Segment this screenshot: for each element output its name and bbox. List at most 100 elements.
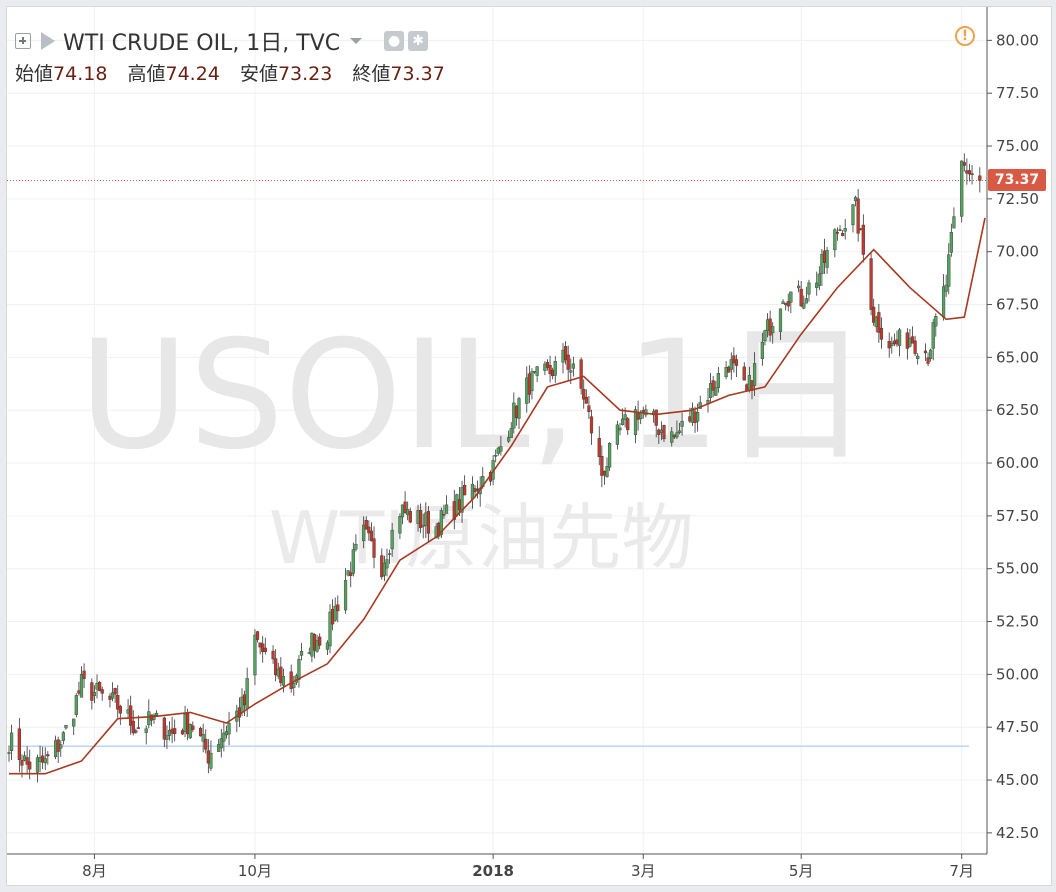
candle bbox=[219, 728, 223, 758]
candle bbox=[949, 223, 953, 257]
candle bbox=[926, 352, 930, 367]
candle bbox=[947, 243, 951, 295]
candle bbox=[734, 354, 739, 378]
candle bbox=[95, 674, 99, 699]
eye-icon[interactable]: ● bbox=[384, 31, 405, 51]
candle bbox=[838, 225, 842, 232]
y-tick-label: 42.50 bbox=[996, 824, 1039, 842]
add-icon[interactable] bbox=[15, 33, 31, 49]
candle bbox=[222, 722, 226, 752]
candle bbox=[38, 745, 42, 772]
candle bbox=[587, 396, 591, 419]
candle bbox=[804, 286, 808, 304]
candle bbox=[444, 495, 449, 514]
candle bbox=[271, 645, 275, 664]
candle bbox=[152, 713, 156, 724]
candle bbox=[874, 315, 878, 333]
candle bbox=[929, 348, 933, 362]
candle bbox=[403, 491, 407, 514]
candle bbox=[35, 754, 40, 783]
candle bbox=[61, 731, 65, 745]
y-tick-label: 45.00 bbox=[996, 771, 1039, 789]
y-tick-label: 77.50 bbox=[996, 84, 1039, 102]
candle bbox=[675, 420, 679, 439]
candle bbox=[315, 634, 319, 653]
candle bbox=[318, 633, 322, 650]
candle bbox=[299, 643, 304, 661]
candle bbox=[967, 163, 972, 182]
candle bbox=[825, 246, 829, 274]
candle bbox=[841, 230, 845, 237]
candle bbox=[463, 475, 467, 496]
candle bbox=[90, 678, 94, 710]
y-tick-label: 65.00 bbox=[996, 348, 1039, 366]
candle bbox=[198, 726, 203, 737]
candle bbox=[714, 380, 718, 396]
open-label: 始値 bbox=[15, 63, 54, 85]
candle bbox=[589, 409, 594, 445]
candle bbox=[129, 695, 133, 735]
candle bbox=[895, 330, 899, 347]
candle bbox=[618, 422, 622, 436]
candle bbox=[872, 298, 876, 326]
candle bbox=[579, 357, 583, 395]
candle bbox=[77, 681, 81, 696]
candle bbox=[116, 685, 120, 718]
y-tick-label: 72.50 bbox=[996, 190, 1039, 208]
grid bbox=[7, 7, 987, 854]
candle bbox=[261, 635, 265, 663]
candle bbox=[897, 327, 902, 357]
candle bbox=[217, 739, 221, 753]
candle bbox=[545, 359, 550, 371]
candle bbox=[941, 274, 946, 321]
candle bbox=[494, 449, 498, 463]
candle bbox=[460, 480, 464, 523]
gear-icon[interactable]: ✱ bbox=[408, 31, 429, 51]
y-tick-label: 60.00 bbox=[996, 454, 1039, 472]
candle bbox=[820, 248, 824, 286]
candle bbox=[292, 675, 296, 696]
candle bbox=[797, 280, 801, 293]
x-tick-label: 7月 bbox=[949, 862, 974, 880]
moving-average-line bbox=[9, 217, 986, 775]
candle bbox=[530, 368, 534, 400]
candle bbox=[165, 725, 169, 749]
candle bbox=[934, 313, 938, 337]
candle bbox=[711, 375, 715, 398]
warning-icon[interactable]: ! bbox=[955, 26, 975, 46]
candle bbox=[72, 718, 76, 736]
candle bbox=[255, 630, 260, 643]
candle bbox=[778, 308, 783, 341]
dropdown-icon[interactable] bbox=[350, 38, 363, 44]
candle bbox=[851, 203, 855, 233]
ohlc-legend: 始値74.18 高値74.24 安値73.23 終値73.37 bbox=[15, 59, 459, 86]
price-chart[interactable]: USOIL, 1日 WTI原油先物 80.00 77.50 75.00 72.50 70.… bbox=[7, 7, 1052, 886]
candle bbox=[677, 422, 682, 435]
flag-icon[interactable] bbox=[41, 32, 55, 50]
candle bbox=[204, 729, 208, 754]
candle bbox=[763, 329, 767, 346]
last-price-label: 73.37 bbox=[988, 169, 1046, 192]
candle bbox=[354, 534, 358, 552]
low-label: 安値 bbox=[239, 63, 278, 85]
candle bbox=[605, 457, 609, 478]
candle bbox=[859, 228, 863, 231]
candle bbox=[110, 682, 115, 702]
candle bbox=[279, 657, 283, 687]
candle bbox=[206, 738, 210, 774]
candle bbox=[910, 326, 915, 344]
candle bbox=[167, 721, 172, 741]
candle bbox=[799, 280, 803, 308]
chart-frame: USOIL, 1日 WTI原油先物 80.00 77.50 75.00 72.50 70.… bbox=[6, 6, 1052, 886]
candle bbox=[923, 343, 928, 361]
y-tick-label: 50.00 bbox=[996, 665, 1039, 683]
candle bbox=[781, 299, 785, 304]
x-tick-label: 5月 bbox=[789, 862, 814, 880]
candle bbox=[408, 507, 412, 524]
candle bbox=[566, 345, 570, 382]
candle bbox=[154, 710, 159, 716]
candle bbox=[856, 189, 860, 242]
axes: 80.00 77.50 75.00 72.50 70.00 67.50 65.00 62.50… bbox=[7, 7, 1039, 880]
candle bbox=[584, 389, 588, 404]
candle bbox=[387, 549, 392, 564]
